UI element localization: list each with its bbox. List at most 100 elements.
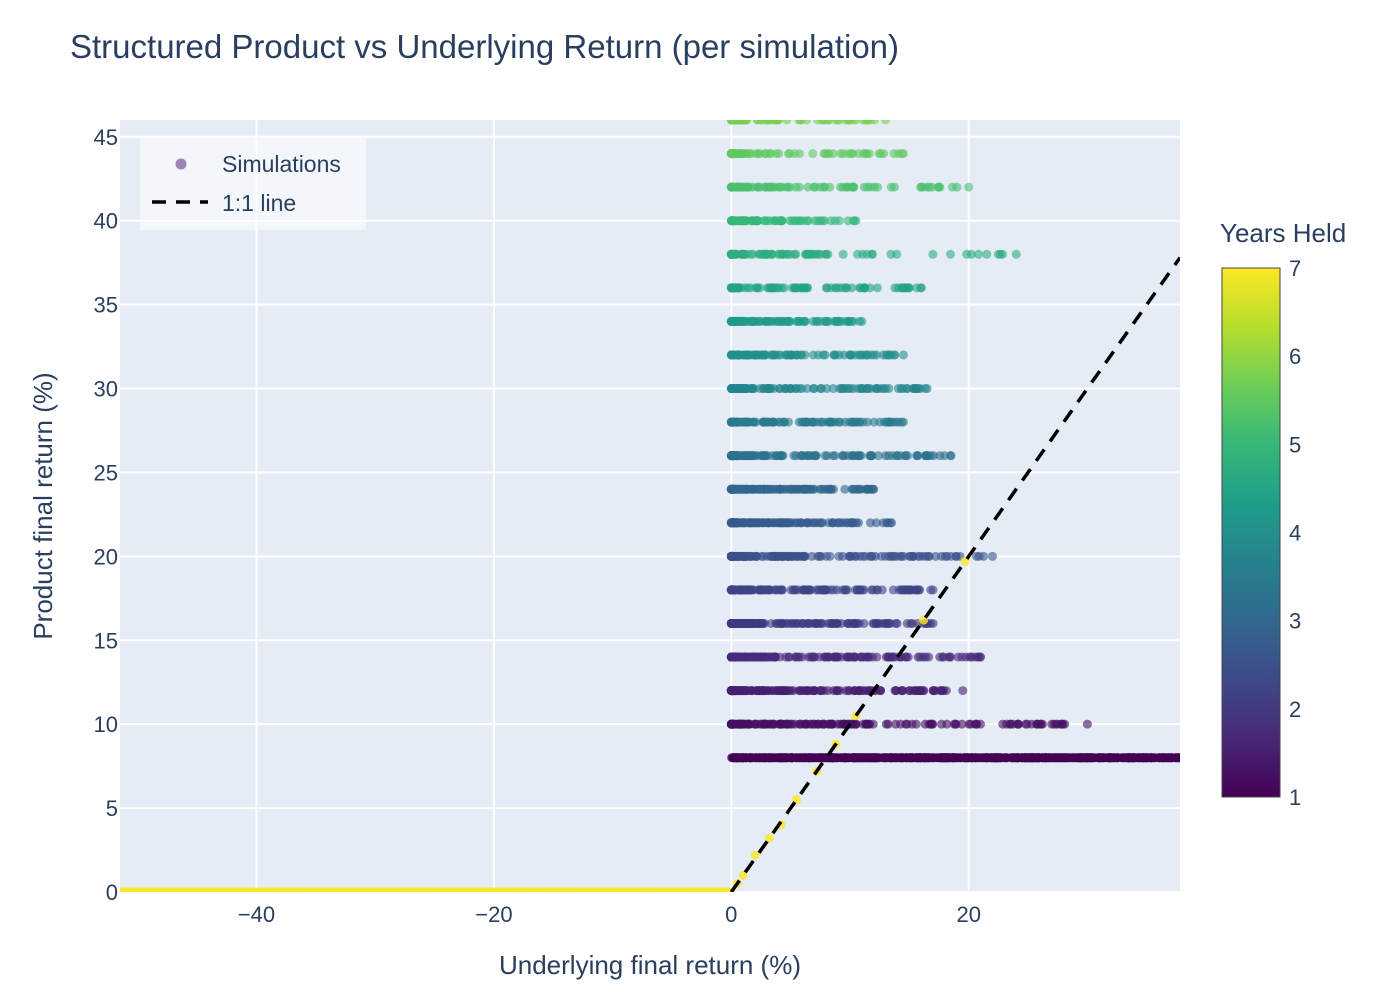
data-point [867,451,877,461]
data-point [789,451,799,461]
data-point [1036,719,1046,729]
data-point [938,652,948,662]
data-point [875,686,885,696]
data-point [849,182,859,192]
data-point [762,283,772,293]
data-point [746,753,756,763]
data-point [120,887,125,892]
data-point [851,216,861,226]
data-point [825,417,835,427]
data-point [849,753,859,763]
data-point [815,551,825,561]
data-point [915,551,925,561]
band-points [726,618,938,628]
band-points [726,249,1021,259]
data-point [763,585,773,595]
legend-label-line: 1:1 line [222,190,296,216]
data-point [828,686,838,696]
data-point [744,484,754,494]
data-point [830,451,840,461]
data-point [818,719,828,729]
data-point [822,451,832,461]
data-point [912,451,922,461]
data-point [835,686,845,696]
data-point [887,518,897,528]
data-point [802,417,812,427]
data-point [1063,753,1073,763]
data-point [848,149,858,159]
data-point [754,350,764,360]
legend-background [140,136,366,230]
data-point [867,249,877,259]
data-point [860,551,870,561]
x-tick-label: −40 [238,902,275,927]
data-point [741,518,751,528]
data-point [1034,753,1044,763]
band-points [726,652,986,662]
data-point [913,652,923,662]
data-point [728,249,738,259]
data-point [879,753,889,763]
data-point [791,216,801,226]
data-point [821,249,831,259]
data-point [949,719,959,729]
data-point [770,182,780,192]
data-point [726,686,736,696]
data-point [928,618,938,628]
data-point [886,249,896,259]
data-point [768,350,778,360]
band-points [726,350,908,360]
data-point [809,719,819,729]
band-points [726,686,968,696]
data-point [904,686,914,696]
data-point [802,384,812,394]
colorbar-tick-label: 3 [1289,609,1301,634]
data-point [955,753,965,763]
data-point [902,618,912,628]
data-point [753,120,763,125]
data-point [785,350,795,360]
data-point [855,283,865,293]
data-point [856,652,866,662]
data-point [735,417,745,427]
data-point [922,384,932,394]
data-point [805,518,815,528]
data-point [844,417,854,427]
data-point [862,384,872,394]
data-point [738,870,748,880]
data-point [881,120,891,125]
data-point [844,120,854,125]
data-point [734,350,744,360]
data-point [886,182,896,192]
data-point [726,652,736,662]
data-point [802,249,812,259]
data-point [782,120,792,125]
data-point [844,316,854,326]
data-point [961,652,971,662]
data-point [760,753,770,763]
data-point [941,686,951,696]
data-point [874,451,884,461]
band-points [726,585,938,595]
data-point [764,833,774,843]
y-tick-label: 35 [94,293,118,318]
data-point [790,585,800,595]
data-point [777,719,787,729]
data-point [735,182,745,192]
data-point [746,249,756,259]
band-points [726,719,1092,729]
data-point [252,887,262,892]
data-point [815,686,825,696]
data-point [785,182,795,192]
data-point [928,719,938,729]
data-point [820,216,830,226]
data-point [727,585,737,595]
data-point [736,719,746,729]
data-point [831,120,841,125]
data-point [752,182,762,192]
data-point [783,417,793,427]
data-point [745,719,755,729]
data-point [805,484,815,494]
data-point [858,249,868,259]
data-point [751,417,761,427]
